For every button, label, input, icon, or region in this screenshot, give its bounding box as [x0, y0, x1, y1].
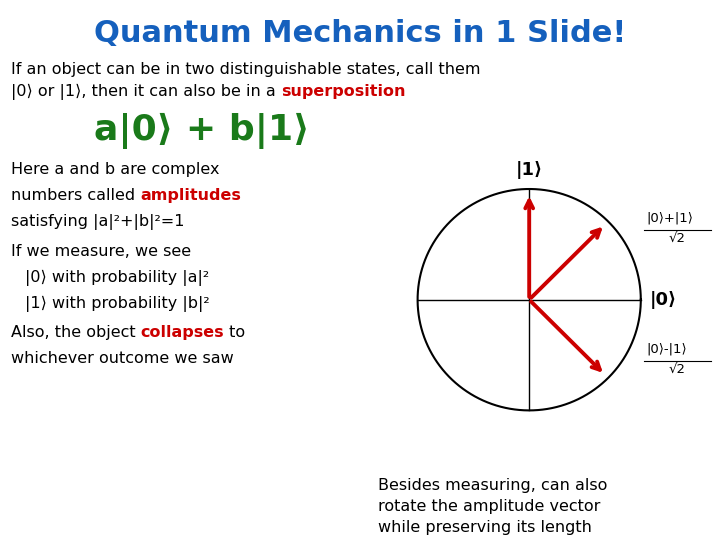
Text: to: to [224, 325, 246, 340]
Text: |0⟩ with probability |a|²: |0⟩ with probability |a|² [25, 269, 210, 286]
Text: |0⟩ or |1⟩, then it can also be in a: |0⟩ or |1⟩, then it can also be in a [11, 84, 281, 100]
Text: collapses: collapses [140, 325, 224, 340]
Text: |1⟩: |1⟩ [516, 161, 543, 179]
Text: √2: √2 [668, 232, 685, 245]
Text: Also, the object: Also, the object [11, 325, 140, 340]
Text: numbers called: numbers called [11, 188, 140, 203]
Text: |1⟩ with probability |b|²: |1⟩ with probability |b|² [25, 295, 210, 312]
Text: whichever outcome we saw: whichever outcome we saw [11, 351, 233, 366]
Text: Besides measuring, can also
rotate the amplitude vector
while preserving its len: Besides measuring, can also rotate the a… [378, 478, 608, 535]
Text: superposition: superposition [281, 84, 405, 99]
Text: |0⟩+|1⟩: |0⟩+|1⟩ [647, 212, 693, 225]
Text: amplitudes: amplitudes [140, 188, 241, 203]
Text: a|0⟩ + b|1⟩: a|0⟩ + b|1⟩ [94, 113, 309, 150]
Text: Here a and b are complex: Here a and b are complex [11, 162, 220, 177]
Text: If an object can be in two distinguishable states, call them: If an object can be in two distinguishab… [11, 62, 480, 77]
Text: |0⟩-|1⟩: |0⟩-|1⟩ [647, 342, 687, 355]
Text: |0⟩: |0⟩ [649, 291, 677, 309]
Text: √2: √2 [668, 363, 685, 376]
Text: Quantum Mechanics in 1 Slide!: Quantum Mechanics in 1 Slide! [94, 19, 626, 48]
Text: If we measure, we see: If we measure, we see [11, 244, 191, 259]
Text: satisfying |a|²+|b|²=1: satisfying |a|²+|b|²=1 [11, 214, 184, 230]
